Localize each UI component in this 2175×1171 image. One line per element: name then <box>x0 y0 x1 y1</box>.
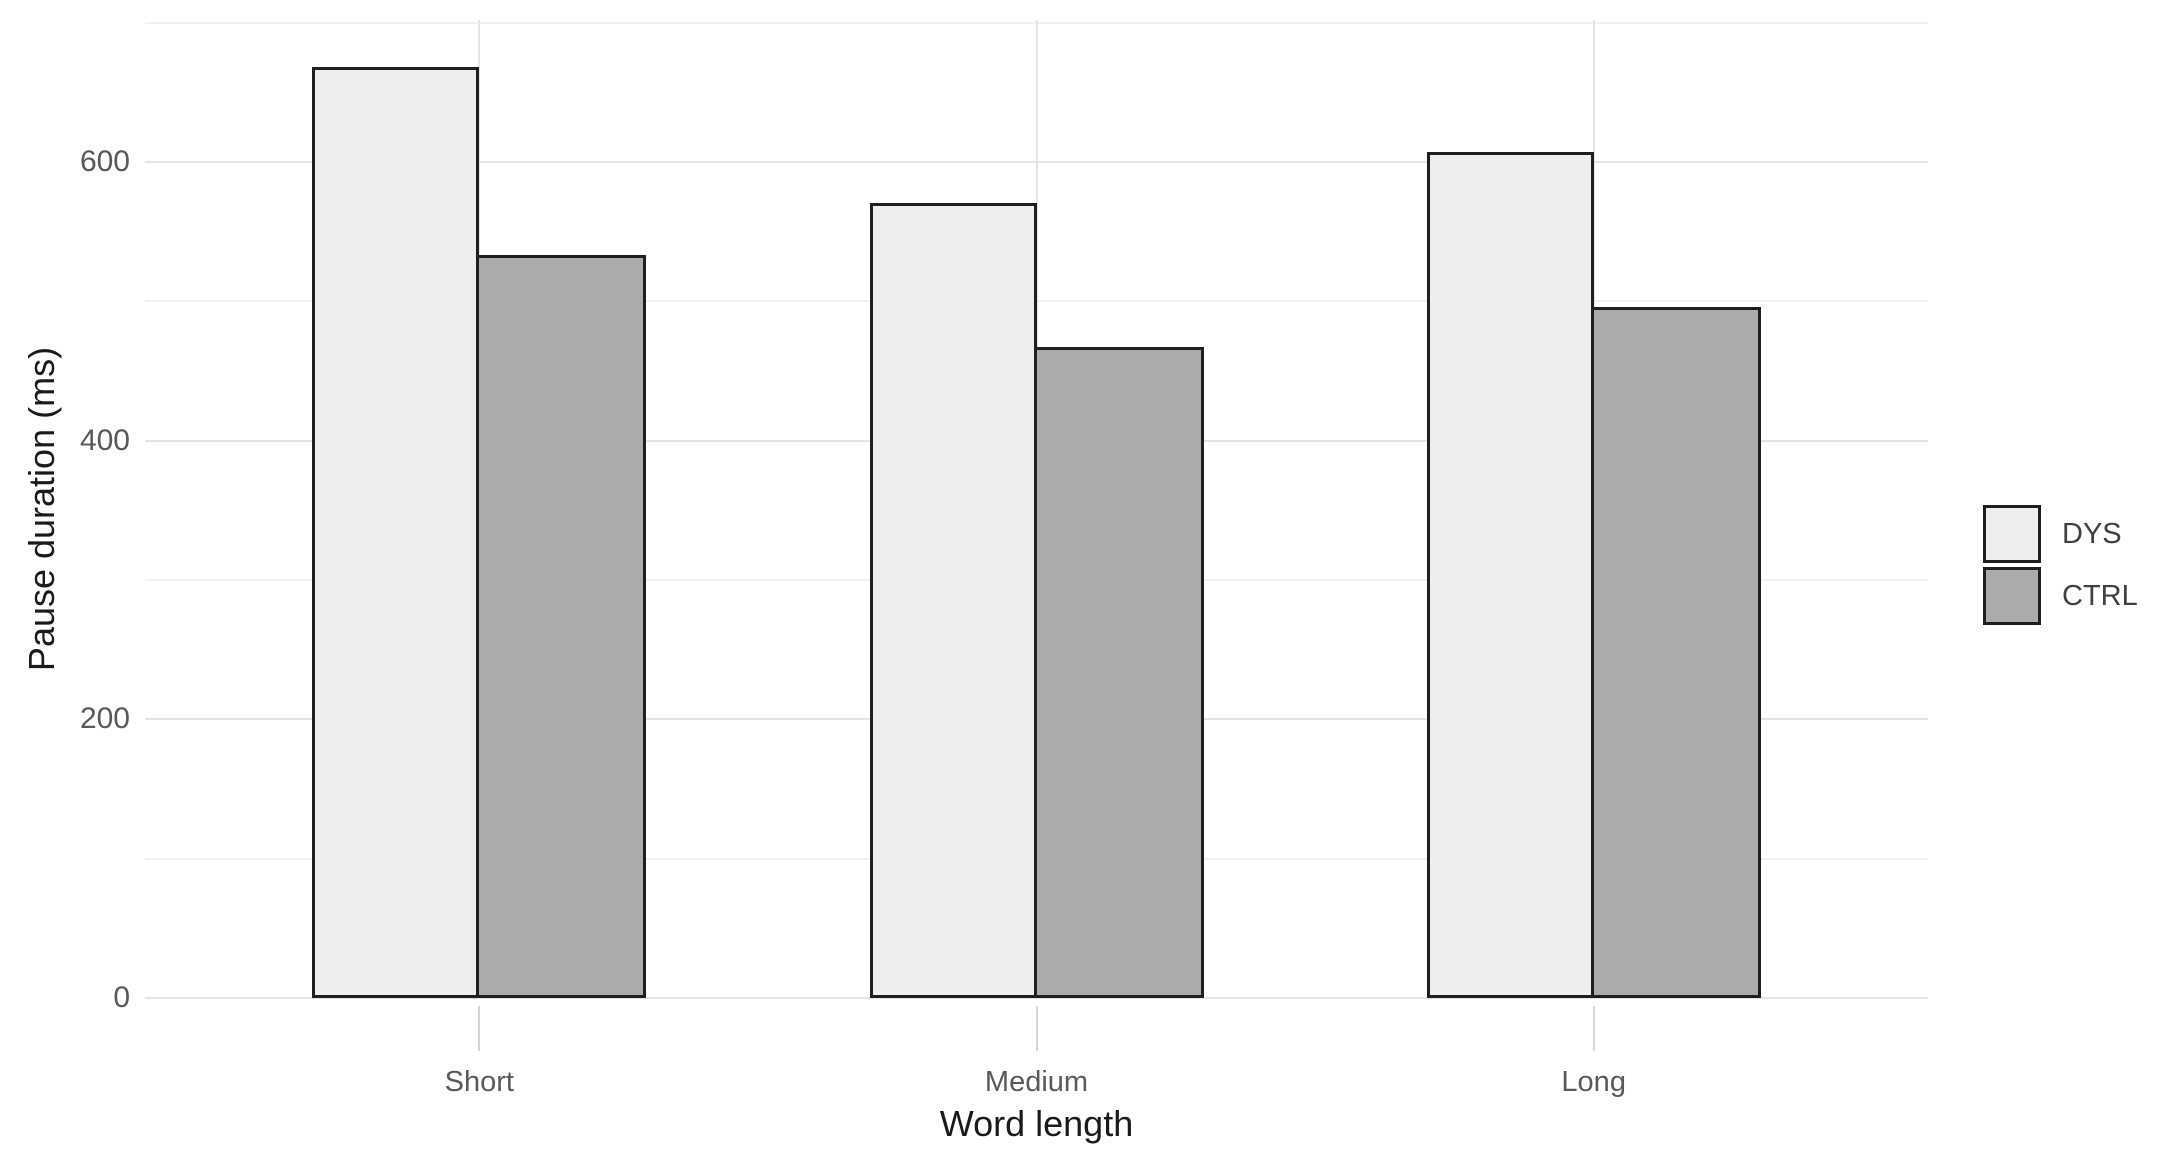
legend-label-ctrl: CTRL <box>2062 579 2138 612</box>
y-tick-label-0: 0 <box>113 981 130 1014</box>
bar-medium-ctrl <box>1033 347 1204 998</box>
x-axis-title: Word length <box>939 1103 1134 1144</box>
legend: DYS CTRL <box>1983 503 2138 627</box>
y-axis-title: Pause duration (ms) <box>21 346 62 672</box>
x-tick-label-medium: Medium <box>984 1066 1089 1098</box>
y-tick-label-200: 200 <box>79 702 130 736</box>
legend-key-dys <box>1983 505 2041 563</box>
x-tick-mark-short <box>478 1006 481 1051</box>
x-tick-label-long: Long <box>1561 1066 1626 1098</box>
legend-label-dys: DYS <box>2062 517 2122 550</box>
bar-medium-dys <box>869 202 1037 998</box>
x-tick-mark-long <box>1592 1006 1595 1051</box>
x-tick-label-short: Short <box>444 1066 514 1098</box>
legend-key-ctrl <box>1983 567 2041 625</box>
legend-entry-ctrl: CTRL <box>1983 565 2138 627</box>
plot-panel <box>145 20 1928 999</box>
bar-long-ctrl <box>1590 307 1761 998</box>
bar-long-dys <box>1426 152 1594 998</box>
legend-entry-dys: DYS <box>1983 503 2138 565</box>
bar-short-ctrl <box>476 255 647 998</box>
y-tick-label-600: 600 <box>79 145 130 179</box>
x-tick-mark-medium <box>1035 1006 1038 1051</box>
bar-short-dys <box>312 67 480 998</box>
gridline-major-0 <box>145 997 1928 999</box>
y-tick-label-400: 400 <box>79 423 130 457</box>
